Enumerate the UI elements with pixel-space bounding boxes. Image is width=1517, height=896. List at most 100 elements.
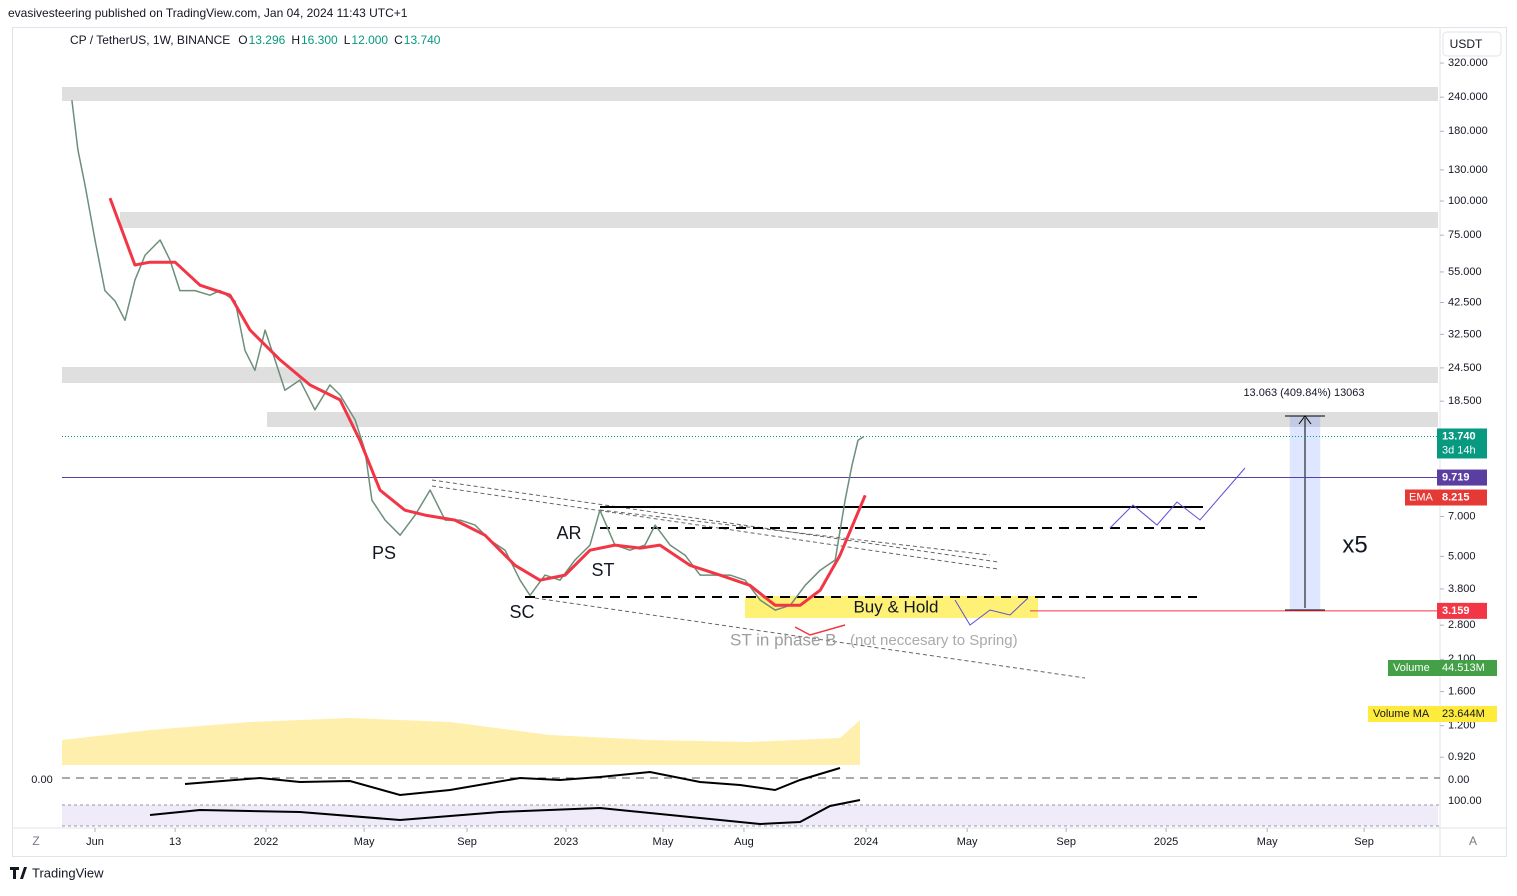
- annotation: x5: [1342, 531, 1367, 558]
- volume-label-box: [1368, 706, 1497, 722]
- volume-value: 44.513M: [1442, 662, 1485, 674]
- ohlc-value: 13.296: [249, 33, 286, 47]
- ohlc-value: 16.300: [301, 33, 338, 47]
- y-tick-label: 24.500: [1448, 362, 1482, 374]
- ema-line: [108, 197, 867, 607]
- osc-label: 100.00: [1448, 795, 1482, 807]
- measure-label: 13.063 (409.84%) 13063: [1243, 387, 1364, 399]
- x-tick-label: Sep: [1056, 836, 1076, 848]
- y-tick-label: 320.000: [1448, 57, 1488, 69]
- annotation: AR: [556, 523, 581, 543]
- annotation: ST: [591, 560, 614, 580]
- drawings: [431, 415, 1325, 679]
- x-tick-label: May: [1257, 836, 1278, 848]
- currency-button[interactable]: [1442, 31, 1502, 57]
- price-tag-box: [1405, 489, 1437, 506]
- zone: [62, 87, 1438, 101]
- price-tag: EMA: [1409, 491, 1434, 503]
- frame: [12, 27, 1507, 857]
- price-countdown: 3d 14h: [1442, 444, 1476, 456]
- x-tick-label: 2023: [554, 836, 578, 848]
- button[interactable]: Z: [32, 834, 39, 848]
- y-tick-label: 75.000: [1448, 229, 1482, 241]
- annotation: (not neccesary to Spring): [850, 632, 1018, 649]
- volume-name: Volume: [1393, 662, 1430, 674]
- y-tick-label: 240.000: [1448, 91, 1488, 103]
- volume-label-box: [1388, 660, 1497, 676]
- volume-area: [62, 718, 860, 765]
- ohlc-value: 12.000: [351, 33, 388, 47]
- x-tick-label: Jun: [86, 836, 104, 848]
- volume-value: 23.644M: [1442, 708, 1485, 720]
- y-tick-label: 2.800: [1448, 619, 1476, 631]
- osc-line: [184, 767, 841, 797]
- zone: [267, 412, 1438, 427]
- x-tick-label: 2024: [854, 836, 878, 848]
- projection: [1109, 467, 1246, 529]
- x-tick-label: 2025: [1154, 836, 1178, 848]
- trend-line: [534, 597, 1086, 679]
- publisher: evasivesteering published on TradingView…: [8, 6, 408, 20]
- ohlc-value: 13.740: [404, 33, 441, 47]
- y-tick-label: 18.500: [1448, 395, 1482, 407]
- price-label-box: [1437, 428, 1487, 459]
- y-tick-label: 5.000: [1448, 550, 1476, 562]
- price-label-box: [1437, 469, 1487, 486]
- price-label: 9.719: [1442, 471, 1470, 483]
- osc-label: 0.00: [1448, 774, 1469, 786]
- y-tick-label: 55.000: [1448, 266, 1482, 278]
- annotation: ST in phase B: [730, 630, 836, 649]
- annotation: Buy & Hold: [853, 597, 938, 616]
- logo: TradingView: [32, 865, 104, 880]
- currency: USDT: [1450, 37, 1483, 51]
- y-tick-label: 42.500: [1448, 296, 1482, 308]
- logo-icon: [10, 867, 27, 879]
- y-tick-label: 0.920: [1448, 751, 1476, 763]
- x-tick-label: May: [354, 836, 375, 848]
- y-tick-label: 1.600: [1448, 685, 1476, 697]
- zone: [120, 212, 1438, 228]
- ohlc-key: O: [238, 33, 247, 47]
- y-tick-label: 1.200: [1448, 720, 1476, 732]
- price-label: 3.159: [1442, 605, 1470, 617]
- x-tick-label: Aug: [734, 836, 754, 848]
- y-tick-label: 7.000: [1448, 510, 1476, 522]
- osc-label: 0.00: [31, 774, 52, 786]
- annotation: SC: [509, 602, 534, 622]
- x-tick-label: May: [957, 836, 978, 848]
- trend-line: [431, 479, 999, 563]
- ohlc-key: H: [291, 33, 300, 47]
- zone: [62, 367, 1438, 383]
- y-tick-label: 100.000: [1448, 195, 1488, 207]
- trend-line: [431, 485, 999, 570]
- x-tick-label: 2022: [254, 836, 278, 848]
- button[interactable]: A: [1469, 834, 1477, 848]
- y-tick-label: 3.800: [1448, 583, 1476, 595]
- zones: [62, 87, 1438, 427]
- osc-band: [62, 805, 1438, 826]
- x-tick-label: 13: [169, 836, 181, 848]
- price-label-box: [1437, 602, 1487, 619]
- volume-name: Volume MA: [1373, 708, 1430, 720]
- y-tick-label: 32.500: [1448, 328, 1482, 340]
- ohlc-key: L: [344, 33, 351, 47]
- annotation: PS: [372, 543, 396, 563]
- x-tick-label: Sep: [457, 836, 477, 848]
- symbol-name: CP / TetherUS, 1W, BINANCE: [70, 33, 230, 47]
- price-label-box: [1437, 489, 1487, 506]
- ohlc-key: C: [394, 33, 403, 47]
- projection: [954, 597, 1029, 626]
- x-tick-label: May: [653, 836, 674, 848]
- osc-line: [149, 799, 861, 826]
- buy-box: [745, 596, 1038, 618]
- trend-line: [599, 509, 991, 556]
- x-tick-label: Sep: [1354, 836, 1374, 848]
- y-tick-label: 130.000: [1448, 164, 1488, 176]
- price-line-series: [71, 100, 865, 611]
- y-tick-label: 180.000: [1448, 125, 1488, 137]
- price-label: 13.740: [1442, 430, 1476, 442]
- price-label: 8.215: [1442, 491, 1470, 503]
- symbol-legend: CP / TetherUS, 1W, BINANCE: [70, 33, 230, 47]
